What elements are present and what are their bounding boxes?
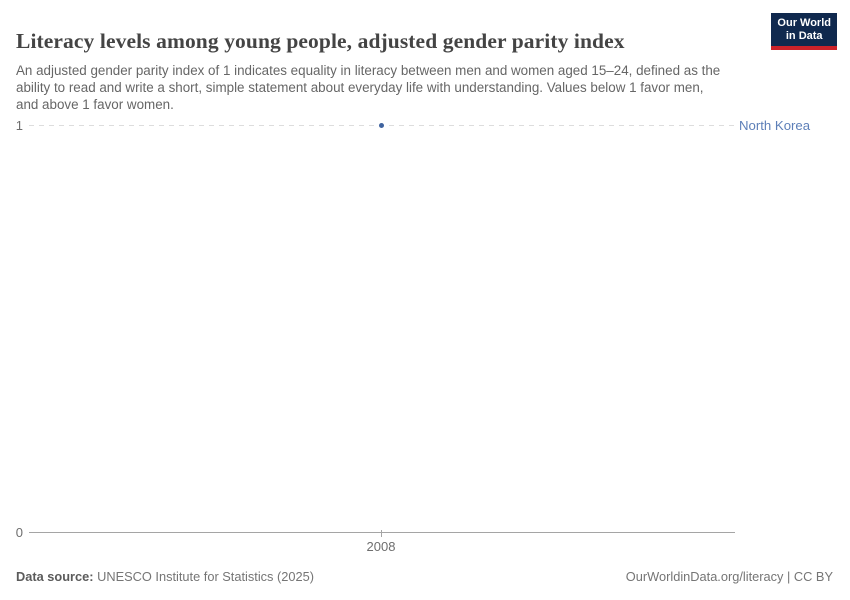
owid-logo[interactable]: Our World in Data [771,13,837,50]
owid-logo-line2: in Data [785,30,823,42]
chart-subtitle: An adjusted gender parity index of 1 ind… [16,63,721,112]
data-point-north-korea-2008[interactable] [379,123,384,128]
chart-footer: Data source: UNESCO Institute for Statis… [16,569,833,584]
attribution-link[interactable]: OurWorldinData.org/literacy | CC BY [625,569,833,584]
y-tick-label-1: 1 [15,118,23,133]
data-source-label: Data source: [16,569,94,584]
x-axis-line [29,532,735,533]
x-axis-tick-2008 [381,530,382,537]
y-tick-label-0: 0 [15,525,23,540]
chart-title: Literacy levels among young people, adju… [16,29,625,54]
owid-logo-line1: Our World [777,17,831,29]
entity-label-north-korea[interactable]: North Korea [739,118,811,133]
data-source-value[interactable]: UNESCO Institute for Statistics (2025) [97,569,315,584]
data-source-note: Data source: UNESCO Institute for Statis… [16,569,314,584]
x-tick-label-2008: 2008 [366,539,396,554]
